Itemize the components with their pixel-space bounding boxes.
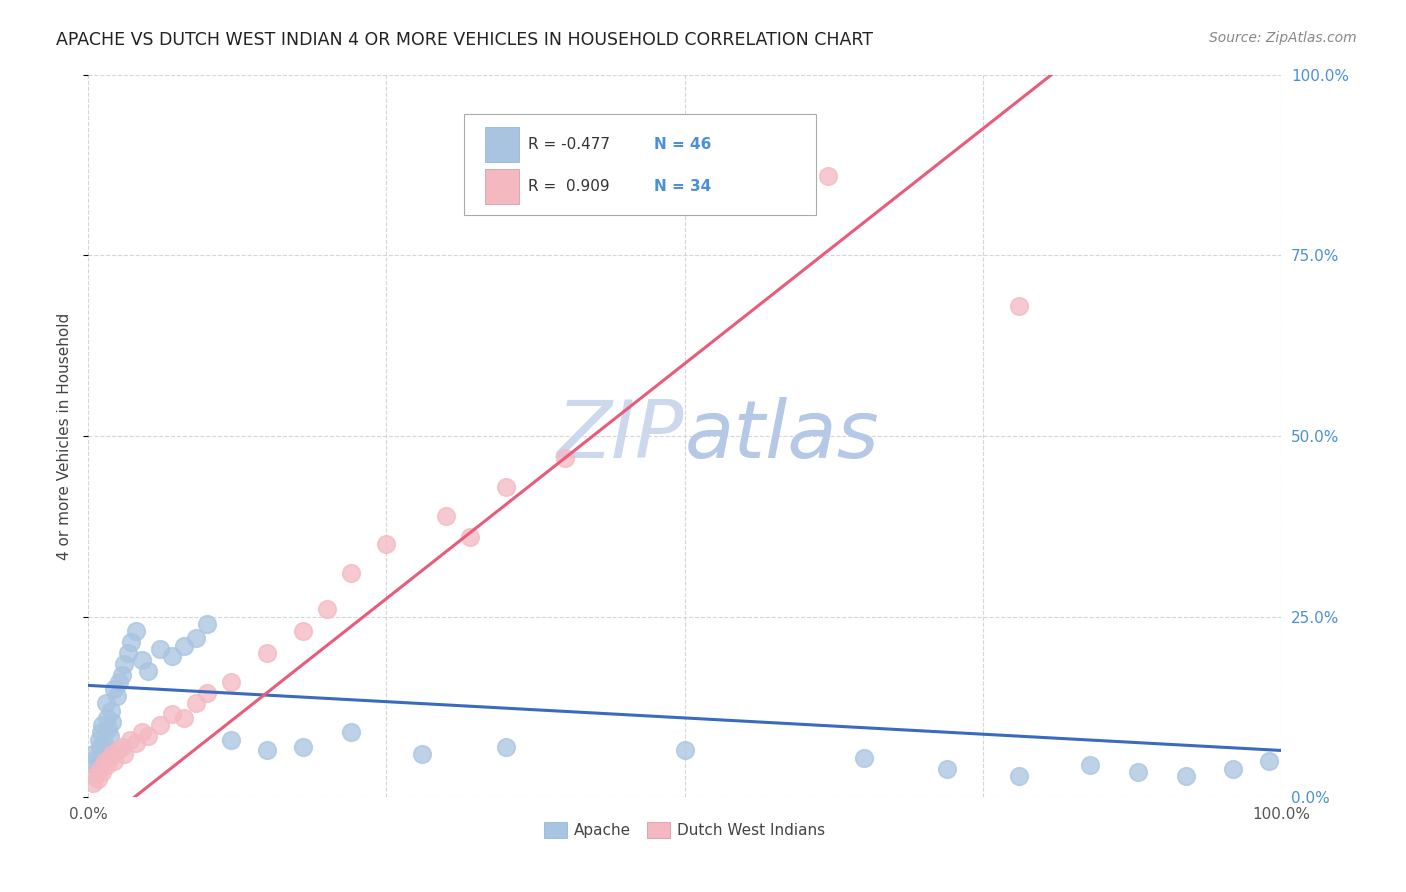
Point [84, 769, 107, 783]
Text: atlas: atlas [685, 397, 879, 475]
Point [339, 566, 361, 581]
Point [86, 772, 108, 787]
Point [103, 754, 125, 768]
Point [96, 711, 118, 725]
Point [101, 714, 124, 729]
Point [221, 732, 243, 747]
Point [110, 739, 132, 754]
Point [108, 674, 131, 689]
Point [554, 450, 576, 465]
Text: APACHE VS DUTCH WEST INDIAN 4 OR MORE VEHICLES IN HOUSEHOLD CORRELATION CHART: APACHE VS DUTCH WEST INDIAN 4 OR MORE VE… [56, 31, 873, 49]
Point [197, 685, 219, 699]
Point [112, 657, 135, 671]
Point [1222, 762, 1244, 776]
Point [1174, 769, 1197, 783]
Point [91, 765, 114, 780]
Point [98, 750, 121, 764]
Point [136, 664, 159, 678]
Text: Source: ZipAtlas.com: Source: ZipAtlas.com [1209, 31, 1357, 45]
Point [291, 624, 314, 639]
Point [96, 758, 118, 772]
Point [817, 169, 839, 183]
Point [91, 718, 114, 732]
Point [105, 690, 128, 704]
Point [117, 646, 139, 660]
Point [94, 697, 117, 711]
Point [118, 732, 141, 747]
Point [495, 480, 517, 494]
Point [197, 616, 219, 631]
Point [125, 736, 148, 750]
Point [1078, 758, 1101, 772]
Point [852, 750, 875, 764]
Point [149, 642, 172, 657]
Point [100, 704, 122, 718]
Point [1258, 754, 1281, 768]
Point [94, 743, 117, 757]
Text: ZIP: ZIP [557, 397, 685, 475]
Text: N = 34: N = 34 [654, 179, 711, 194]
Point [136, 729, 159, 743]
Point [84, 758, 107, 772]
Point [89, 762, 111, 776]
Point [434, 508, 457, 523]
Point [120, 635, 142, 649]
Point [936, 762, 959, 776]
FancyBboxPatch shape [464, 114, 815, 216]
Point [82, 747, 104, 761]
Point [1008, 299, 1031, 313]
Point [90, 725, 112, 739]
Point [94, 754, 117, 768]
Point [87, 732, 110, 747]
Point [97, 722, 120, 736]
Point [291, 739, 314, 754]
Point [125, 624, 148, 639]
Text: R = -0.477: R = -0.477 [529, 137, 610, 153]
Point [103, 681, 125, 696]
Point [131, 725, 153, 739]
Point [112, 747, 135, 761]
Point [1126, 765, 1149, 780]
Point [221, 674, 243, 689]
Point [173, 711, 195, 725]
Y-axis label: 4 or more Vehicles in Household: 4 or more Vehicles in Household [58, 312, 72, 559]
Point [375, 537, 398, 551]
Point [149, 718, 172, 732]
Point [411, 747, 433, 761]
Text: N = 46: N = 46 [654, 137, 711, 153]
Bar [485, 169, 519, 204]
Point [131, 653, 153, 667]
Bar [485, 128, 519, 162]
Legend: Apache, Dutch West Indians: Apache, Dutch West Indians [537, 816, 831, 844]
Point [256, 646, 278, 660]
Point [673, 743, 696, 757]
Point [89, 739, 111, 754]
Point [339, 725, 361, 739]
Point [107, 743, 129, 757]
Point [82, 776, 104, 790]
Point [184, 697, 207, 711]
Point [495, 739, 517, 754]
Point [110, 667, 132, 681]
Text: R =  0.909: R = 0.909 [529, 179, 610, 194]
Point [93, 736, 115, 750]
Point [101, 747, 124, 761]
Point [184, 632, 207, 646]
Point [315, 602, 337, 616]
Point [86, 762, 108, 776]
Point [160, 707, 183, 722]
Point [160, 649, 183, 664]
Point [98, 729, 121, 743]
Point [86, 750, 108, 764]
Point [1008, 769, 1031, 783]
Point [256, 743, 278, 757]
Point [173, 639, 195, 653]
Point [458, 530, 481, 544]
